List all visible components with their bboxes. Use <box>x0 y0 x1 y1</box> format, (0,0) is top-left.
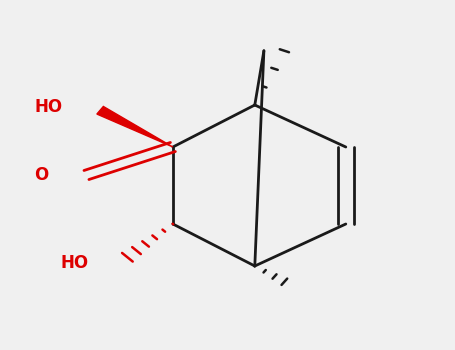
Text: HO: HO <box>35 98 63 116</box>
Text: O: O <box>35 166 49 184</box>
Polygon shape <box>97 106 173 147</box>
Text: HO: HO <box>61 253 89 272</box>
